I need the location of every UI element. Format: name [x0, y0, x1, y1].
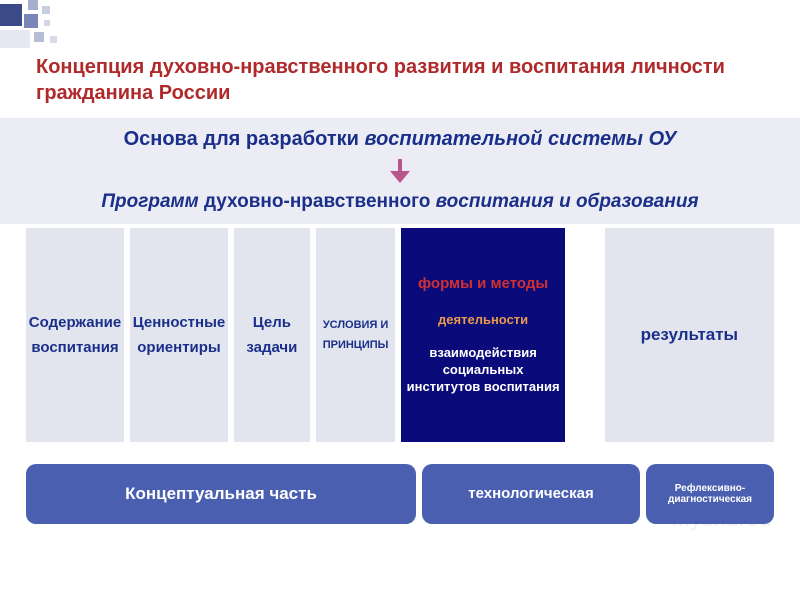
column-label-line1: Ценностные	[133, 313, 225, 333]
deco-square	[50, 36, 57, 43]
subtitle1-emph: воспитательной системы ОУ	[365, 128, 677, 150]
deco-square	[24, 14, 38, 28]
subtitle-band: Основа для разработки воспитательной сис…	[0, 118, 800, 224]
column-label-line2: воспитания	[31, 338, 118, 358]
deco-square	[44, 20, 50, 26]
deco-square	[34, 32, 44, 42]
column-label-line1: Цель	[253, 313, 291, 333]
column-darkblue: формы и методы деятельности взаимодействия…	[401, 228, 564, 442]
columns-row: СодержаниевоспитанияЦенностныеориентирыЦ…	[26, 228, 774, 442]
down-arrow-icon	[388, 159, 412, 185]
bottom-section-box: Рефлексивно-диагностическая	[646, 464, 774, 524]
subtitle-line-2: Программ духовно-нравственного воспитани…	[0, 191, 800, 213]
column-label-line2: задачи	[246, 338, 297, 358]
column-gray: Цель задачи	[234, 228, 310, 442]
subtitle2-mid: духовно-нравственного	[204, 191, 436, 212]
column-gray: УСЛОВИЯ И ПРИНЦИПЫ	[316, 228, 396, 442]
bottom-section-box: Концептуальная часть	[26, 464, 416, 524]
slide-title: Концепция духовно-нравственного развития…	[36, 54, 764, 106]
column-gray: результаты	[605, 228, 774, 442]
subtitle-line-1: Основа для разработки воспитательной сис…	[0, 128, 800, 151]
deco-square	[0, 30, 30, 48]
deco-square	[28, 0, 38, 10]
decorative-squares	[0, 0, 180, 60]
column-spacer	[571, 228, 599, 442]
column-gray: Содержание воспитания	[26, 228, 124, 442]
column-label-line1: Содержание	[29, 313, 121, 333]
title-text: Концепция духовно-нравственного развития…	[36, 54, 764, 106]
bottom-section-box: технологическая	[422, 464, 640, 524]
column-label-line1: результаты	[641, 324, 738, 346]
activity-label: деятельности	[438, 312, 528, 329]
subtitle1-prefix: Основа для разработки	[124, 128, 365, 150]
column-label-line2: ПРИНЦИПЫ	[323, 338, 389, 352]
subtitle2-suffix: воспитания и образования	[436, 191, 699, 212]
interaction-label: взаимодействия социальных институтов вос…	[405, 345, 560, 396]
column-label-line1: УСЛОВИЯ И	[323, 318, 389, 332]
column-gray: Ценностные ориентиры	[130, 228, 228, 442]
deco-square	[0, 4, 22, 26]
column-label-line2: ориентиры	[137, 338, 221, 358]
forms-methods-label: формы и методы	[418, 274, 548, 294]
bottom-row: Концептуальная частьтехнологическаяРефле…	[26, 464, 774, 524]
deco-square	[42, 6, 50, 14]
subtitle2-prefix: Программ	[101, 191, 204, 212]
